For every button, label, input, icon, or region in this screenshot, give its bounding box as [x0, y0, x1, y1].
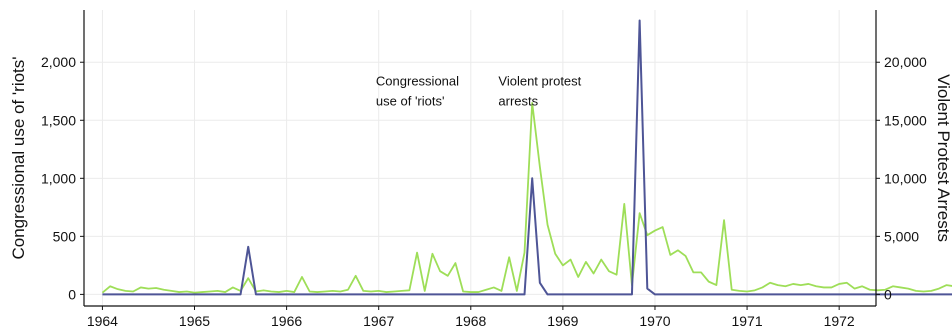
annotation-text: arrests [498, 93, 538, 108]
right-y-tick-label: 10,000 [884, 170, 927, 186]
left-y-axis-title: Congressional use of 'riots' [9, 56, 28, 259]
x-tick-label: 1964 [87, 313, 118, 329]
left-y-tick-label: 500 [53, 228, 77, 244]
x-tick-label: 1972 [824, 313, 855, 329]
right-y-tick-label: 0 [884, 286, 892, 302]
x-tick-label: 1969 [547, 313, 578, 329]
x-tick-label: 1971 [731, 313, 762, 329]
left-y-tick-label: 1,500 [41, 112, 76, 128]
x-tick-label: 1968 [455, 313, 486, 329]
axes [83, 10, 877, 307]
series-layer [101, 19, 952, 296]
annotation-text: use of 'riots' [376, 93, 445, 108]
annotations: Congressional use of 'riots' Violent prote… [376, 73, 582, 108]
x-tick-label: 1967 [363, 313, 394, 329]
left-y-tick-label: 2,000 [41, 54, 76, 70]
right-y-tick-label: 15,000 [884, 112, 927, 128]
right-y-axis-title: Violent Protest Arrests [934, 74, 952, 242]
annotation-text: Violent protest [498, 73, 581, 88]
right-y-tick-label: 5,000 [884, 228, 919, 244]
annotation-text: Congressional [376, 73, 459, 88]
x-tick-label: 1970 [639, 313, 670, 329]
left-y-tick-label: 1,000 [41, 170, 76, 186]
x-tick-label: 1965 [179, 313, 210, 329]
series-line-riots [101, 101, 952, 294]
gridlines [84, 10, 876, 306]
ticks: 1964 1965 1966 1967 1968 1969 1970 1971 1972 0 500… [41, 54, 927, 329]
right-y-tick-label: 20,000 [884, 54, 927, 70]
x-tick-label: 1966 [271, 313, 302, 329]
series-line-arrests [102, 19, 952, 296]
left-y-tick-label: 0 [68, 286, 76, 302]
